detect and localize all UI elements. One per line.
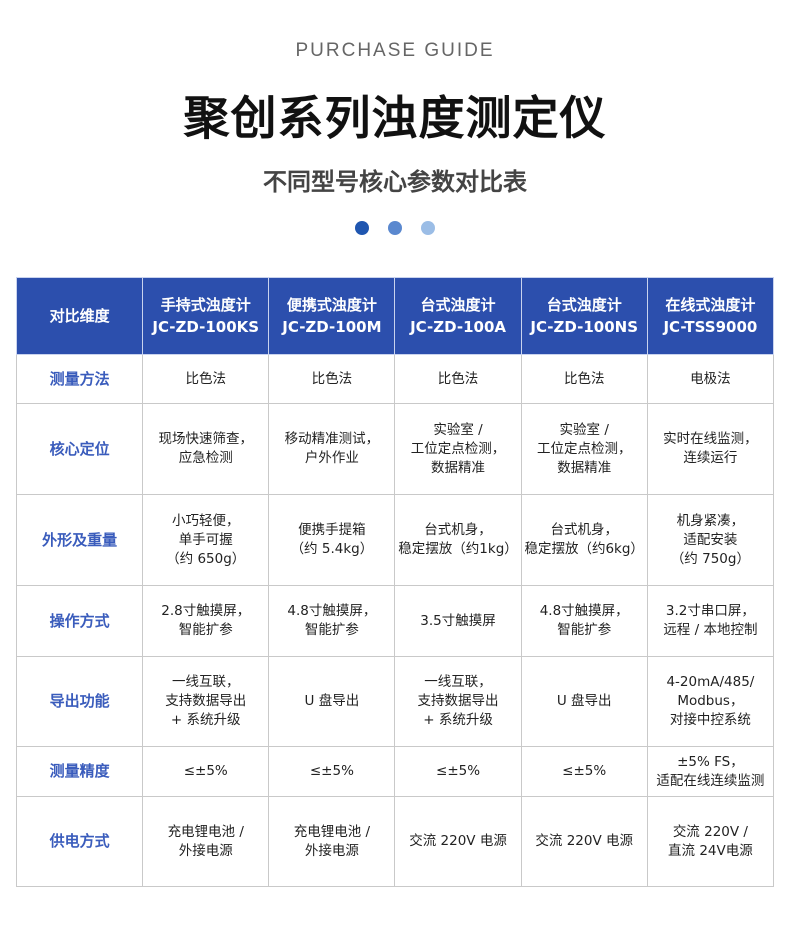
table-cell: 比色法 [394, 354, 522, 404]
row-label: 外形及重量 [15, 494, 144, 586]
table-cell: 现场快速筛查， 应急检测 [142, 403, 270, 495]
table-cell: 4.8寸触摸屏， 智能扩参 [268, 585, 396, 657]
column-header: 便携式浊度计 JC-ZD-100M [268, 277, 396, 355]
dot-3 [421, 221, 435, 235]
table-row: 操作方式 2.8寸触摸屏， 智能扩参 4.8寸触摸屏， 智能扩参 3.5寸触摸屏 4.8… [15, 585, 775, 657]
table-cell: 台式机身， 稳定摆放（约6kg） [520, 494, 648, 586]
table-cell: 机身紧凑， 适配安装 （约 750g） [646, 494, 775, 586]
table-cell: 4-20mA/485/ Modbus， 对接中控系统 [646, 656, 775, 747]
table-cell: 4.8寸触摸屏， 智能扩参 [520, 585, 648, 657]
table-row: 供电方式 充电锂电池 / 外接电源 充电锂电池 / 外接电源 交流 220V 电源 交流… [15, 796, 775, 887]
corner-header: 对比维度 [15, 277, 144, 355]
product-name: 台式浊度计 [546, 296, 622, 314]
column-header: 台式浊度计 JC-ZD-100A [394, 277, 522, 355]
table-cell: 充电锂电池 / 外接电源 [268, 796, 396, 887]
table-header-row: 对比维度 手持式浊度计 JC-ZD-100KS 便携式浊度计 JC-ZD-100M … [15, 277, 775, 355]
product-model: JC-ZD-100A [410, 318, 506, 336]
table-row: 测量精度 ≤±5% ≤±5% ≤±5% ≤±5% ±5% FS， 适配在线连续监测 [15, 746, 775, 797]
table-row: 测量方法 比色法 比色法 比色法 比色法 电极法 [15, 354, 775, 404]
table-cell: 比色法 [268, 354, 396, 404]
table-cell: 一线互联， 支持数据导出 + 系统升级 [142, 656, 270, 747]
row-label: 操作方式 [15, 585, 144, 657]
table-cell: 交流 220V 电源 [520, 796, 648, 887]
table-cell: 便携手提箱 （约 5.4kg） [268, 494, 396, 586]
table-cell: 小巧轻便， 单手可握 （约 650g） [142, 494, 270, 586]
table-cell: U 盘导出 [268, 656, 396, 747]
product-model: JC-TSS9000 [663, 318, 758, 336]
row-label: 核心定位 [15, 403, 144, 495]
column-header: 手持式浊度计 JC-ZD-100KS [142, 277, 270, 355]
product-model: JC-ZD-100KS [152, 318, 260, 336]
table-cell: 交流 220V / 直流 24V电源 [646, 796, 775, 887]
table-row: 核心定位 现场快速筛查， 应急检测 移动精准测试， 户外作业 实验室 / 工位定点检测… [15, 403, 775, 495]
table-cell: U 盘导出 [520, 656, 648, 747]
decorative-dots [0, 221, 790, 235]
table-cell: 实验室 / 工位定点检测， 数据精准 [394, 403, 522, 495]
page-subtitle: 不同型号核心参数对比表 [263, 168, 527, 196]
table-cell: ≤±5% [394, 746, 522, 797]
table-cell: ≤±5% [520, 746, 648, 797]
table-cell: ≤±5% [268, 746, 396, 797]
row-label: 测量方法 [15, 354, 144, 404]
product-name: 台式浊度计 [420, 296, 496, 314]
product-model: JC-ZD-100NS [530, 318, 639, 336]
eyebrow-text: PURCHASE GUIDE [295, 40, 495, 61]
row-label: 测量精度 [15, 746, 144, 797]
table-cell: 比色法 [142, 354, 270, 404]
page-title: 聚创系列浊度测定仪 [183, 91, 607, 145]
table-cell: 移动精准测试， 户外作业 [268, 403, 396, 495]
column-header: 台式浊度计 JC-ZD-100NS [520, 277, 648, 355]
table-cell: 2.8寸触摸屏， 智能扩参 [142, 585, 270, 657]
table-cell: 实验室 / 工位定点检测， 数据精准 [520, 403, 648, 495]
table-cell: ≤±5% [142, 746, 270, 797]
table-cell: 台式机身， 稳定摆放（约1kg） [394, 494, 522, 586]
table-cell: 交流 220V 电源 [394, 796, 522, 887]
product-model: JC-ZD-100M [282, 318, 382, 336]
row-label: 供电方式 [15, 796, 144, 887]
comparison-table: 对比维度 手持式浊度计 JC-ZD-100KS 便携式浊度计 JC-ZD-100M … [15, 277, 775, 887]
product-name: 手持式浊度计 [160, 296, 251, 314]
table-row: 导出功能 一线互联， 支持数据导出 + 系统升级 U 盘导出 一线互联， 支持数据导出… [15, 656, 775, 747]
table-cell: 电极法 [646, 354, 775, 404]
table-row: 外形及重量 小巧轻便， 单手可握 （约 650g） 便携手提箱 （约 5.4kg）台… [15, 494, 775, 586]
dot-1 [355, 221, 369, 235]
product-name: 在线式浊度计 [665, 296, 756, 314]
table-cell: 充电锂电池 / 外接电源 [142, 796, 270, 887]
table-cell: 实时在线监测， 连续运行 [646, 403, 775, 495]
row-label: 导出功能 [15, 656, 144, 747]
dot-2 [388, 221, 402, 235]
table-cell: 3.5寸触摸屏 [394, 585, 522, 657]
table-cell: ±5% FS， 适配在线连续监测 [646, 746, 775, 797]
table-cell: 比色法 [520, 354, 648, 404]
table-cell: 3.2寸串口屏， 远程 / 本地控制 [646, 585, 775, 657]
table-cell: 一线互联， 支持数据导出 + 系统升级 [394, 656, 522, 747]
product-name: 便携式浊度计 [286, 296, 377, 314]
column-header: 在线式浊度计 JC-TSS9000 [646, 277, 775, 355]
